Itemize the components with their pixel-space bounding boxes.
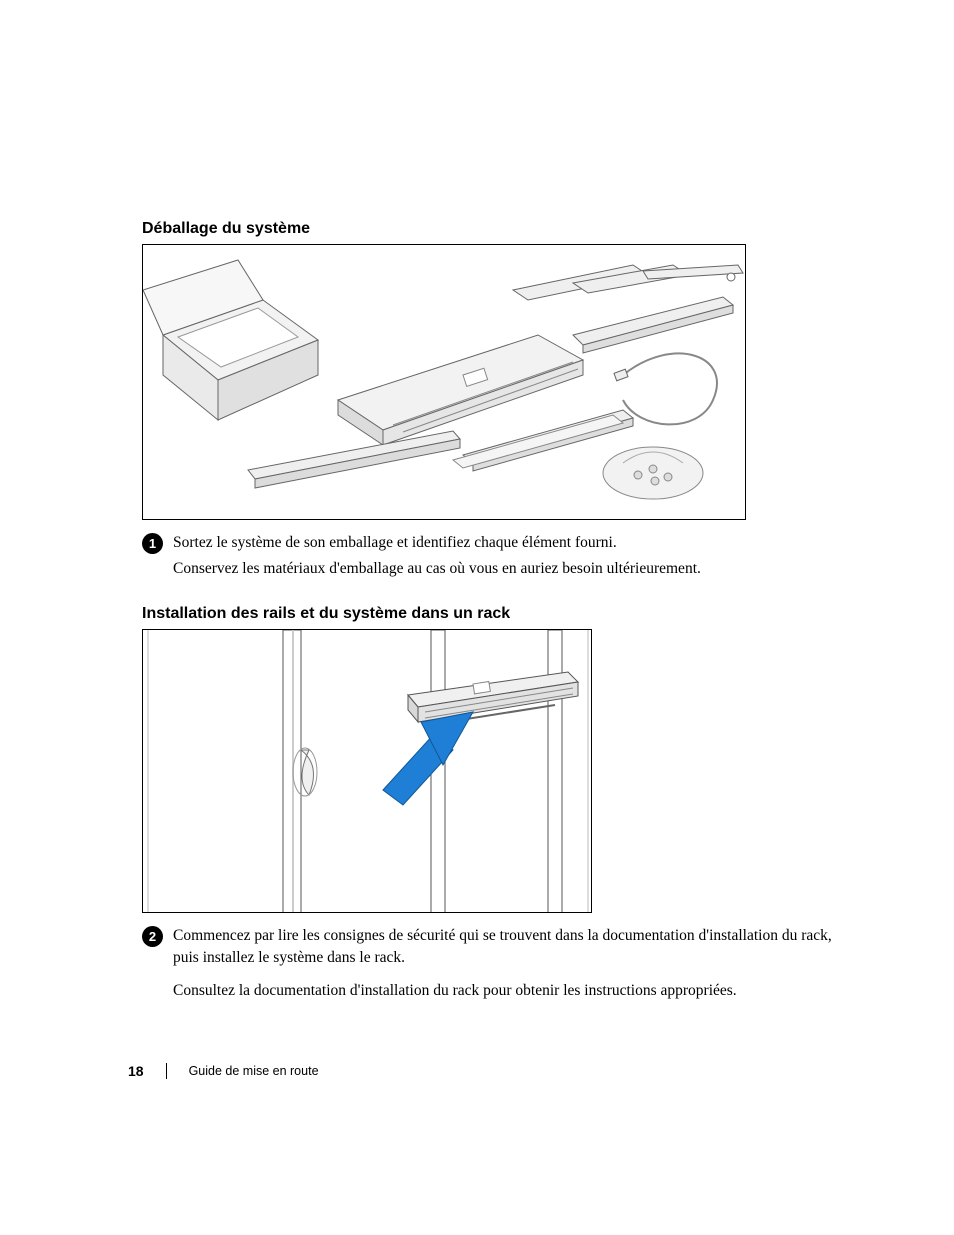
heading-unpacking: Déballage du système [142, 220, 839, 238]
figure-unpacking [142, 244, 746, 520]
section-unpacking: Déballage du système [142, 220, 839, 581]
page-number: 18 [128, 1063, 144, 1079]
step-2-line1: Commencez par lire les consignes de sécu… [173, 925, 839, 970]
step-2-text: Commencez par lire les consignes de sécu… [173, 925, 839, 970]
footer-doc-title: Guide de mise en route [189, 1064, 319, 1078]
footer-divider [166, 1063, 167, 1079]
page-footer: 18 Guide de mise en route [128, 1063, 319, 1079]
step-1-line2: Conservez les matériaux d'emballage au c… [173, 558, 701, 580]
step-2: 2 Commencez par lire les consignes de sé… [142, 925, 839, 970]
step-1: 1 Sortez le système de son emballage et … [142, 532, 839, 581]
step-1-text: Sortez le système de son emballage et id… [173, 532, 701, 581]
insert-arrow-icon [383, 712, 473, 805]
figure-rack [142, 629, 592, 913]
step-bullet-1: 1 [142, 533, 163, 554]
step-bullet-2: 2 [142, 926, 163, 947]
rack-illustration [143, 630, 592, 913]
step-2-line2: Consultez la documentation d'installatio… [173, 980, 839, 1002]
section-rack-install: Installation des rails et du système dan… [142, 605, 839, 1002]
document-page: Déballage du système [0, 0, 954, 1235]
step-1-line1: Sortez le système de son emballage et id… [173, 532, 701, 554]
unpacking-illustration [143, 245, 746, 520]
heading-rack: Installation des rails et du système dan… [142, 605, 839, 623]
